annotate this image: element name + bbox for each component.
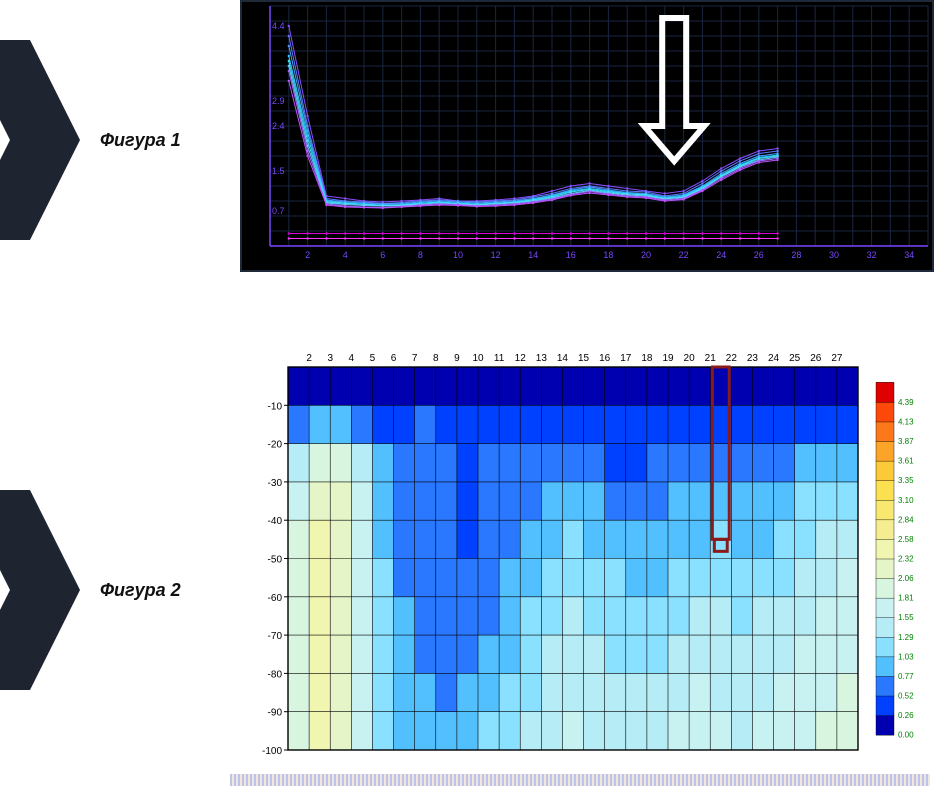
- svg-text:9: 9: [454, 353, 460, 364]
- svg-text:2.4: 2.4: [272, 121, 285, 131]
- svg-text:24: 24: [716, 250, 726, 260]
- svg-text:14: 14: [557, 353, 569, 364]
- svg-text:2.84: 2.84: [898, 515, 914, 524]
- svg-text:4: 4: [349, 353, 355, 364]
- svg-text:-90: -90: [268, 708, 283, 719]
- svg-text:1.5: 1.5: [272, 166, 285, 176]
- svg-text:27: 27: [831, 353, 843, 364]
- svg-text:22: 22: [679, 250, 689, 260]
- figure-1-label: Фигура 1: [100, 130, 181, 151]
- svg-text:13: 13: [536, 353, 548, 364]
- svg-text:12: 12: [491, 250, 501, 260]
- svg-text:26: 26: [754, 250, 764, 260]
- svg-text:10: 10: [453, 250, 463, 260]
- svg-text:-40: -40: [268, 516, 283, 527]
- svg-text:1.29: 1.29: [898, 633, 914, 642]
- page-root: Фигура 1 0.71.52.42.94.42468101214161820…: [0, 0, 940, 788]
- svg-text:6: 6: [391, 353, 397, 364]
- svg-text:34: 34: [904, 250, 914, 260]
- svg-text:23: 23: [747, 353, 759, 364]
- svg-text:0.26: 0.26: [898, 711, 914, 720]
- figure-2-chart: 2345678910111213141516171819202122232425…: [240, 345, 930, 760]
- svg-text:-20: -20: [268, 440, 283, 451]
- svg-text:2: 2: [305, 250, 310, 260]
- svg-text:0.00: 0.00: [898, 731, 914, 740]
- svg-text:0.52: 0.52: [898, 692, 914, 701]
- svg-text:3.10: 3.10: [898, 496, 914, 505]
- figure-1-chart: 0.71.52.42.94.42468101214161820222426283…: [240, 0, 934, 272]
- svg-text:7: 7: [412, 353, 418, 364]
- svg-text:19: 19: [662, 353, 674, 364]
- svg-text:1.81: 1.81: [898, 594, 914, 603]
- svg-text:3: 3: [327, 353, 333, 364]
- svg-text:4.13: 4.13: [898, 417, 914, 426]
- svg-text:-30: -30: [268, 478, 283, 489]
- svg-text:4: 4: [343, 250, 348, 260]
- svg-text:-10: -10: [268, 401, 283, 412]
- svg-text:3.61: 3.61: [898, 457, 914, 466]
- svg-text:1.55: 1.55: [898, 613, 914, 622]
- svg-text:6: 6: [380, 250, 385, 260]
- svg-text:25: 25: [789, 353, 801, 364]
- svg-text:8: 8: [418, 250, 423, 260]
- svg-text:32: 32: [867, 250, 877, 260]
- svg-text:2.9: 2.9: [272, 96, 285, 106]
- svg-text:26: 26: [810, 353, 822, 364]
- svg-text:21: 21: [705, 353, 717, 364]
- svg-text:2.32: 2.32: [898, 555, 914, 564]
- chevron-decoration-2: [0, 490, 80, 690]
- svg-text:12: 12: [515, 353, 527, 364]
- svg-text:4.4: 4.4: [272, 21, 285, 31]
- svg-text:11: 11: [494, 353, 505, 364]
- svg-text:0.7: 0.7: [272, 206, 285, 216]
- svg-text:20: 20: [684, 353, 696, 364]
- svg-text:15: 15: [578, 353, 590, 364]
- svg-text:-100: -100: [262, 746, 282, 757]
- svg-text:24: 24: [768, 353, 780, 364]
- svg-text:2.06: 2.06: [898, 574, 914, 583]
- svg-text:17: 17: [620, 353, 632, 364]
- svg-text:16: 16: [566, 250, 576, 260]
- svg-text:3.87: 3.87: [898, 437, 914, 446]
- svg-text:1.03: 1.03: [898, 652, 914, 661]
- svg-text:-60: -60: [268, 593, 283, 604]
- chevron-decoration-1: [0, 40, 80, 240]
- figure-2-label: Фигура 2: [100, 580, 181, 601]
- svg-text:30: 30: [829, 250, 839, 260]
- svg-text:-80: -80: [268, 669, 283, 680]
- svg-text:4.39: 4.39: [898, 398, 914, 407]
- svg-text:10: 10: [472, 353, 484, 364]
- svg-text:-50: -50: [268, 555, 283, 566]
- svg-text:2: 2: [306, 353, 312, 364]
- svg-text:18: 18: [641, 353, 653, 364]
- noise-strip-decoration: [230, 774, 930, 786]
- svg-text:18: 18: [603, 250, 613, 260]
- svg-text:2.58: 2.58: [898, 535, 914, 544]
- svg-text:0.77: 0.77: [898, 672, 914, 681]
- svg-text:5: 5: [370, 353, 376, 364]
- svg-text:20: 20: [641, 250, 651, 260]
- svg-text:28: 28: [791, 250, 801, 260]
- svg-text:22: 22: [726, 353, 738, 364]
- svg-text:-70: -70: [268, 631, 283, 642]
- svg-text:3.35: 3.35: [898, 476, 914, 485]
- svg-text:8: 8: [433, 353, 439, 364]
- svg-text:14: 14: [528, 250, 538, 260]
- svg-text:16: 16: [599, 353, 611, 364]
